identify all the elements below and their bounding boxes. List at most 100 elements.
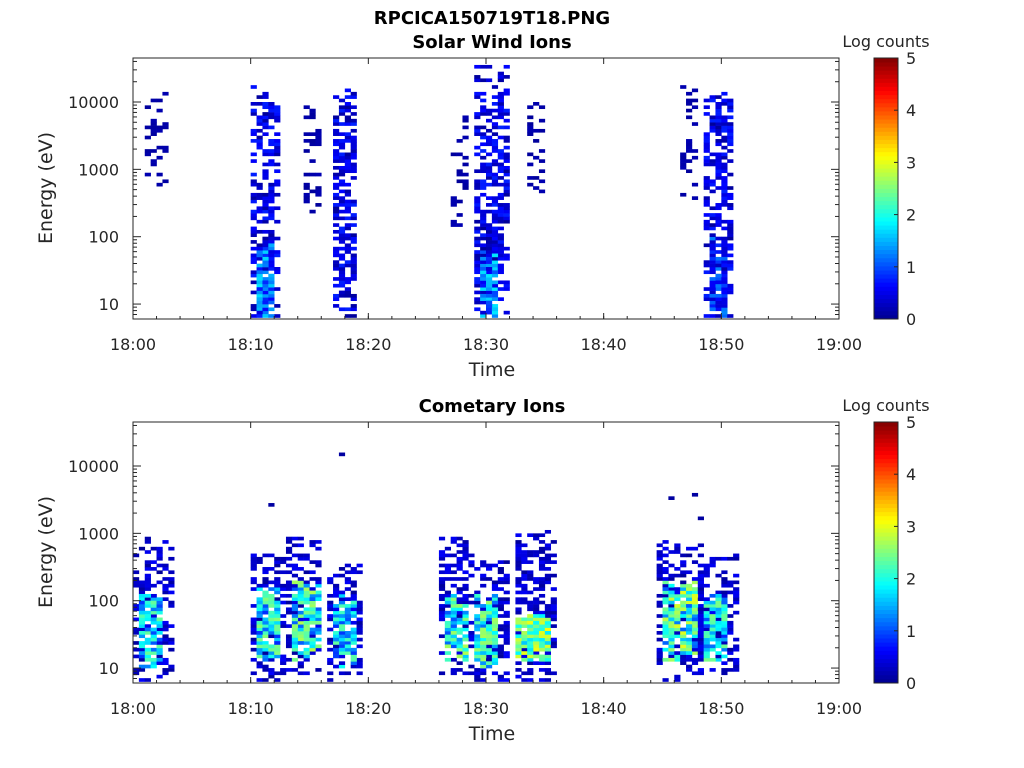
heatmap-cell bbox=[274, 145, 281, 150]
heatmap-cell bbox=[262, 149, 269, 153]
heatmap-cell bbox=[256, 614, 263, 618]
heatmap-cell bbox=[297, 641, 304, 645]
heatmap-cell bbox=[656, 577, 663, 581]
heatmap-cell bbox=[662, 590, 669, 595]
heatmap-cell bbox=[668, 587, 675, 591]
heatmap-cell bbox=[250, 196, 257, 200]
heatmap-cell bbox=[480, 108, 487, 113]
heatmap-cell bbox=[480, 614, 487, 618]
heatmap-cell bbox=[168, 637, 175, 642]
heatmap-cell bbox=[456, 627, 463, 632]
heatmap-cell bbox=[333, 590, 340, 595]
heatmap-cell bbox=[344, 246, 351, 251]
heatmap-cell bbox=[715, 118, 722, 123]
heatmap-cell bbox=[721, 226, 728, 231]
heatmap-cell bbox=[474, 250, 481, 254]
heatmap-cell bbox=[285, 587, 293, 591]
heatmap-cell bbox=[350, 233, 357, 238]
heatmap-cell bbox=[138, 634, 146, 639]
heatmap-cell bbox=[350, 277, 357, 281]
heatmap-cell bbox=[715, 297, 722, 301]
heatmap-cell bbox=[350, 567, 357, 571]
heatmap-cell bbox=[544, 543, 552, 548]
heatmap-cell bbox=[703, 293, 710, 298]
heatmap-cell bbox=[703, 155, 710, 160]
heatmap-cell bbox=[486, 287, 493, 291]
heatmap-cell bbox=[521, 553, 528, 558]
heatmap-cell bbox=[468, 593, 475, 598]
heatmap-cell bbox=[250, 253, 257, 258]
heatmap-cell bbox=[680, 657, 687, 662]
heatmap-cell bbox=[262, 597, 269, 602]
heatmap-cell bbox=[727, 604, 734, 608]
heatmap-cell bbox=[256, 297, 263, 301]
heatmap-cell bbox=[250, 304, 257, 308]
heatmap-cell bbox=[721, 644, 728, 649]
heatmap-cell bbox=[262, 553, 269, 558]
heatmap-cell bbox=[338, 634, 346, 639]
heatmap-cell bbox=[480, 293, 487, 298]
heatmap-cell bbox=[315, 590, 322, 595]
colorbar-label-solar-wind: Log counts bbox=[842, 32, 929, 51]
colorbar-segment bbox=[874, 184, 898, 189]
heatmap-cell bbox=[697, 577, 704, 581]
heatmap-cell bbox=[491, 159, 499, 163]
heatmap-cell bbox=[274, 563, 281, 568]
heatmap-cell bbox=[715, 152, 722, 157]
heatmap-cell bbox=[503, 64, 510, 69]
heatmap-cell bbox=[250, 256, 257, 261]
heatmap-cell bbox=[262, 304, 269, 308]
heatmap-cell bbox=[474, 277, 481, 281]
heatmap-cell bbox=[350, 236, 357, 241]
heatmap-cell bbox=[515, 577, 522, 581]
heatmap-cell bbox=[662, 631, 669, 635]
colorbar-segment bbox=[874, 111, 898, 116]
heatmap-cell bbox=[344, 607, 351, 612]
heatmap-cell bbox=[309, 570, 316, 575]
heatmap-cell bbox=[486, 273, 493, 278]
heatmap-cell bbox=[262, 253, 269, 258]
heatmap-cell bbox=[256, 587, 263, 591]
heatmap-cell bbox=[721, 304, 728, 308]
heatmap-cell bbox=[709, 620, 716, 625]
heatmap-cell bbox=[327, 627, 334, 632]
heatmap-cell bbox=[309, 617, 316, 622]
heatmap-cell bbox=[533, 600, 540, 605]
colorbar-segment bbox=[874, 556, 898, 562]
axes-cometary: 18:00 18:10 18:20 18:30 18:40 18:50 19:0010100… bbox=[68, 421, 862, 718]
heatmap-cell bbox=[721, 593, 728, 598]
heatmap-cell bbox=[462, 172, 469, 177]
heatmap-cell bbox=[544, 577, 552, 581]
heatmap-cell bbox=[527, 115, 534, 120]
heatmap-cell bbox=[721, 631, 728, 635]
heatmap-cell bbox=[327, 593, 334, 598]
heatmap-cell bbox=[715, 644, 722, 649]
heatmap-cell bbox=[480, 617, 487, 622]
heatmap-cell bbox=[268, 233, 275, 238]
heatmap-cell bbox=[333, 637, 340, 642]
heatmap-cell bbox=[721, 290, 728, 295]
colorbar-segment bbox=[874, 519, 898, 525]
heatmap-cell bbox=[497, 125, 504, 130]
heatmap-cell bbox=[156, 627, 163, 632]
heatmap-cell bbox=[262, 651, 269, 655]
heatmap-cell bbox=[350, 216, 357, 221]
heatmap-cell bbox=[497, 155, 504, 160]
heatmap-cell bbox=[703, 203, 710, 207]
heatmap-cell bbox=[156, 624, 163, 628]
heatmap-cell bbox=[491, 304, 499, 308]
heatmap-cell bbox=[138, 624, 146, 628]
heatmap-cell bbox=[456, 556, 463, 561]
heatmap-cell bbox=[162, 668, 169, 672]
heatmap-cell bbox=[709, 179, 716, 184]
heatmap-cell bbox=[262, 287, 269, 291]
heatmap-cell bbox=[668, 607, 675, 612]
heatmap-cell bbox=[486, 647, 493, 652]
heatmap-cell bbox=[456, 179, 463, 184]
heatmap-cell bbox=[521, 647, 528, 652]
heatmap-cell bbox=[538, 678, 546, 682]
heatmap-cell bbox=[338, 108, 346, 113]
heatmap-cell bbox=[497, 203, 504, 207]
heatmap-cell bbox=[450, 668, 457, 672]
heatmap-cell bbox=[327, 647, 334, 652]
